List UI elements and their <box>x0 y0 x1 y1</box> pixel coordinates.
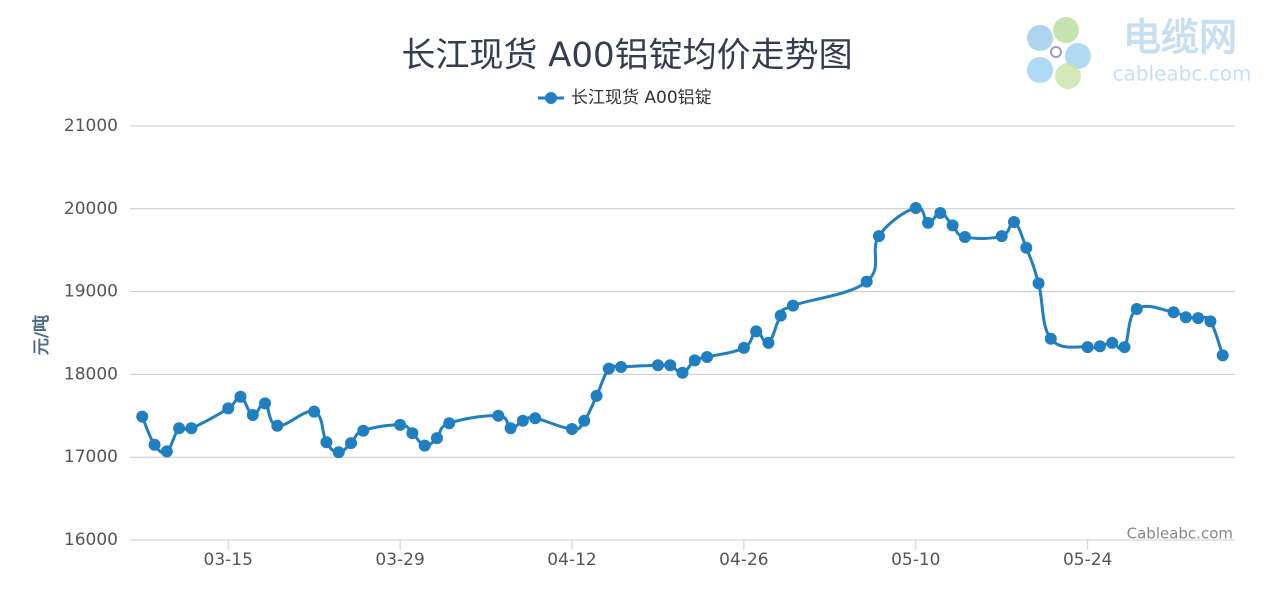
logo-petal <box>1027 57 1053 83</box>
logo-name: 电缆网 <box>1123 16 1237 60</box>
point <box>909 201 922 214</box>
x-tick-label: 03-15 <box>204 550 253 570</box>
point <box>762 336 775 349</box>
point <box>860 275 873 288</box>
point <box>958 230 971 243</box>
point <box>1167 306 1180 319</box>
point <box>271 419 284 432</box>
point <box>406 427 419 440</box>
point <box>787 299 799 312</box>
legend-label: 长江现货 A00铝锭 <box>571 88 712 108</box>
logo-petal <box>1055 63 1081 89</box>
point <box>1118 341 1131 354</box>
credits: Cableabc.com <box>1127 525 1233 543</box>
logo-domain: cableabc.com <box>1113 62 1252 86</box>
point <box>1081 341 1094 354</box>
point <box>1130 302 1143 315</box>
logo-petal <box>1053 17 1079 43</box>
point <box>1044 332 1057 345</box>
point <box>602 362 615 375</box>
point <box>529 412 542 425</box>
y-tick-label: 16000 <box>64 530 118 550</box>
point <box>492 409 505 422</box>
point <box>443 417 456 430</box>
point <box>1106 336 1119 349</box>
point <box>651 359 664 372</box>
logo-petal <box>1027 25 1053 51</box>
point <box>308 405 321 418</box>
point <box>578 414 591 427</box>
point <box>357 424 370 437</box>
point <box>774 309 787 322</box>
point <box>1020 241 1033 254</box>
point <box>1093 340 1106 353</box>
point <box>872 230 885 243</box>
x-tick-label: 04-26 <box>719 550 768 570</box>
y-tick-label: 21000 <box>64 116 118 136</box>
logo-center <box>1050 46 1062 58</box>
point <box>676 366 689 379</box>
x-tick-label: 03-29 <box>375 550 424 570</box>
point <box>418 439 431 452</box>
point <box>922 216 935 229</box>
point <box>234 390 247 403</box>
x-tick-label: 05-24 <box>1063 550 1112 570</box>
point <box>332 446 345 459</box>
point <box>259 397 272 410</box>
series-line <box>140 206 1225 455</box>
chart-title: 长江现货 A00铝锭均价走势图 <box>401 36 852 76</box>
point <box>516 414 529 427</box>
legend-marker <box>545 92 557 104</box>
point <box>1192 312 1205 325</box>
point <box>136 410 149 423</box>
point <box>701 351 714 364</box>
point <box>160 445 173 458</box>
point <box>664 359 677 372</box>
point <box>566 423 578 436</box>
x-tick-label: 04-12 <box>547 550 596 570</box>
point <box>995 230 1008 243</box>
y-tick-label: 17000 <box>64 447 118 467</box>
point <box>148 438 161 451</box>
point <box>946 219 959 232</box>
y-axis-label: 元/吨 <box>31 315 52 355</box>
point <box>1008 216 1020 229</box>
y-tick-label: 20000 <box>64 199 118 219</box>
point <box>750 325 763 338</box>
point <box>185 422 198 435</box>
point <box>345 437 357 450</box>
point <box>934 206 947 219</box>
point <box>320 436 333 449</box>
logo: 电缆网 cableabc.com <box>1027 16 1252 89</box>
point <box>504 422 517 435</box>
logo-petal <box>1065 43 1091 69</box>
point <box>1204 315 1217 328</box>
point <box>1179 311 1192 324</box>
point <box>222 402 235 415</box>
point <box>173 422 186 435</box>
point <box>246 408 259 421</box>
point <box>394 418 407 431</box>
point <box>737 341 750 354</box>
x-tick-label: 05-10 <box>891 550 940 570</box>
point <box>615 360 628 373</box>
point <box>590 389 603 402</box>
point <box>688 354 701 367</box>
y-tick-label: 18000 <box>64 364 118 384</box>
point <box>430 432 443 445</box>
y-tick-label: 19000 <box>64 282 118 302</box>
point <box>1032 277 1045 290</box>
point <box>1216 349 1229 362</box>
